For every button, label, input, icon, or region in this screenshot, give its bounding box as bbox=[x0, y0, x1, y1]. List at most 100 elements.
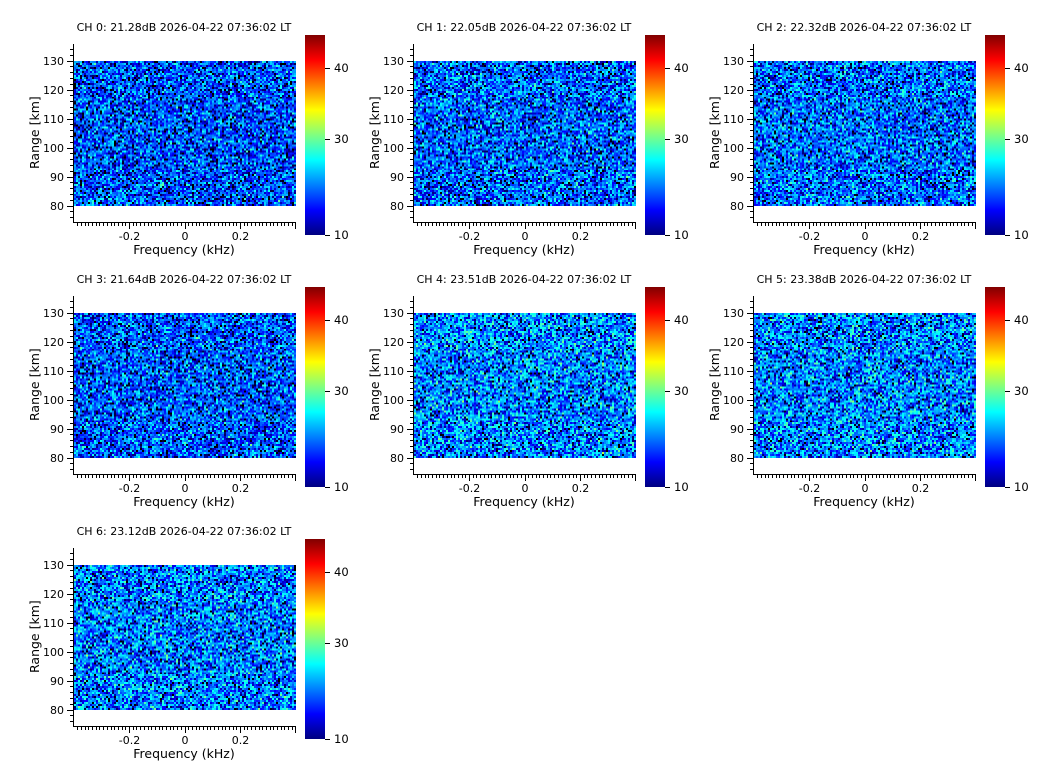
x-minor-tick bbox=[591, 223, 593, 227]
x-minor-tick bbox=[228, 475, 230, 479]
x-minor-tick bbox=[491, 475, 493, 479]
y-minor-tick bbox=[750, 159, 754, 161]
y-major-tick bbox=[67, 457, 73, 459]
y-tick-label: 80 bbox=[50, 451, 64, 465]
x-tick-label: 0.2 bbox=[231, 230, 250, 243]
x-minor-tick bbox=[487, 475, 489, 479]
x-minor-tick bbox=[868, 475, 870, 479]
x-minor-tick bbox=[916, 223, 918, 227]
x-minor-tick bbox=[783, 223, 785, 227]
x-minor-tick bbox=[945, 475, 947, 479]
x-minor-tick bbox=[931, 475, 933, 479]
x-minor-tick bbox=[117, 727, 119, 731]
x-minor-tick bbox=[262, 727, 264, 731]
y-minor-tick bbox=[70, 411, 74, 413]
y-major-tick bbox=[407, 312, 413, 314]
x-minor-tick bbox=[846, 475, 847, 479]
colorbar: 40 30 10 bbox=[305, 539, 349, 745]
y-minor-tick bbox=[410, 217, 414, 219]
x-minor-tick bbox=[457, 223, 459, 227]
y-minor-tick bbox=[70, 199, 74, 201]
x-minor-tick bbox=[188, 223, 190, 227]
y-major-tick bbox=[407, 370, 413, 372]
y-minor-tick bbox=[750, 164, 754, 166]
y-tick-label: 130 bbox=[723, 54, 744, 68]
x-axis-label: Frequency (kHz) bbox=[473, 242, 575, 257]
panel-title: CH 2: 22.32dB 2026-04-22 07:36:02 LT bbox=[756, 21, 972, 34]
x-minor-tick bbox=[908, 223, 910, 227]
noise-spectrum-heatmap bbox=[74, 61, 296, 206]
x-minor-tick bbox=[121, 475, 123, 479]
x-minor-tick bbox=[790, 223, 792, 227]
channel-panel: CH 3: 21.64dB 2026-04-22 07:36:02 LT Ran… bbox=[0, 252, 349, 509]
y-minor-tick bbox=[70, 387, 74, 389]
colorbar-tick bbox=[325, 234, 330, 236]
x-minor-tick bbox=[225, 727, 227, 731]
x-minor-tick bbox=[450, 223, 452, 227]
colorbar-tick bbox=[665, 390, 670, 392]
x-minor-tick bbox=[424, 223, 426, 227]
x-minor-tick bbox=[543, 475, 544, 479]
y-minor-tick bbox=[70, 347, 74, 349]
x-minor-tick bbox=[528, 223, 530, 227]
panel-title: CH 1: 22.05dB 2026-04-22 07:36:02 LT bbox=[416, 21, 632, 34]
x-minor-tick bbox=[927, 223, 929, 227]
y-tick-label: 120 bbox=[383, 335, 404, 349]
y-minor-tick bbox=[70, 576, 74, 578]
colorbar-tick bbox=[325, 390, 330, 392]
x-minor-tick bbox=[480, 223, 482, 227]
x-major-tick bbox=[469, 475, 471, 481]
colorbar: 40 30 10 bbox=[645, 287, 689, 493]
x-minor-tick bbox=[860, 223, 862, 227]
x-minor-tick bbox=[879, 475, 881, 479]
x-minor-tick bbox=[901, 223, 903, 227]
x-minor-tick bbox=[539, 223, 541, 227]
x-minor-tick bbox=[199, 475, 201, 479]
y-minor-tick bbox=[750, 135, 754, 137]
x-minor-tick bbox=[136, 727, 138, 731]
y-minor-tick bbox=[70, 135, 74, 137]
x-minor-tick bbox=[561, 223, 563, 227]
y-minor-tick bbox=[70, 124, 74, 126]
y-minor-tick bbox=[410, 376, 414, 378]
y-minor-tick bbox=[70, 422, 74, 424]
y-minor-tick bbox=[410, 211, 414, 213]
x-major-tick bbox=[524, 223, 526, 229]
y-minor-tick bbox=[750, 182, 754, 184]
x-tick-label: -0.2 bbox=[458, 482, 481, 495]
x-minor-tick bbox=[77, 727, 79, 731]
panel-title: CH 5: 23.38dB 2026-04-22 07:36:02 LT bbox=[756, 273, 972, 286]
y-minor-tick bbox=[70, 674, 74, 676]
x-minor-tick bbox=[557, 223, 559, 227]
x-minor-tick bbox=[598, 223, 600, 227]
x-minor-tick bbox=[775, 475, 777, 479]
y-minor-tick bbox=[410, 106, 414, 108]
y-minor-tick bbox=[70, 106, 74, 108]
x-minor-tick bbox=[284, 475, 286, 479]
y-minor-tick bbox=[70, 552, 74, 554]
x-minor-tick bbox=[140, 223, 142, 227]
y-minor-tick bbox=[70, 101, 74, 103]
x-minor-tick bbox=[280, 727, 282, 731]
y-minor-tick bbox=[410, 405, 414, 407]
x-minor-tick bbox=[605, 223, 607, 227]
y-minor-tick bbox=[750, 411, 754, 413]
y-tick-label: 110 bbox=[723, 112, 744, 126]
x-minor-tick bbox=[125, 223, 127, 227]
colorbar: 40 30 10 bbox=[985, 287, 1029, 493]
y-tick-label: 100 bbox=[383, 141, 404, 155]
y-tick-label: 110 bbox=[723, 364, 744, 378]
x-minor-tick bbox=[217, 727, 219, 731]
x-minor-tick bbox=[243, 475, 245, 479]
x-minor-tick bbox=[180, 223, 182, 227]
x-minor-tick bbox=[506, 223, 507, 227]
plot-axes: 130 120 110 100 90 80 -0.2 0 0.2 bbox=[383, 296, 637, 495]
x-minor-tick bbox=[140, 727, 142, 731]
y-major-tick bbox=[747, 428, 753, 430]
y-minor-tick bbox=[410, 347, 414, 349]
x-major-tick bbox=[129, 727, 131, 733]
x-minor-tick bbox=[583, 475, 585, 479]
y-major-tick bbox=[407, 60, 413, 62]
x-minor-tick bbox=[154, 475, 156, 479]
x-minor-tick bbox=[117, 475, 119, 479]
